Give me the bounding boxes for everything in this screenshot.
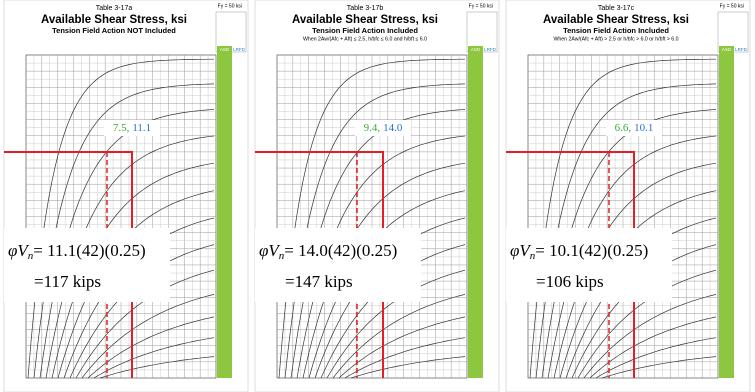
formula-lhs: φV xyxy=(510,241,532,260)
lrfd-value: 14.0 xyxy=(383,122,403,134)
asd-header: ASD xyxy=(220,47,230,52)
red-guide xyxy=(255,151,384,378)
formula-sub: n xyxy=(279,250,285,262)
table-condition: When 2Aw/(Afc + Aft) > 2.5 or h/bfc > 6.… xyxy=(553,36,678,42)
curve xyxy=(535,83,717,379)
curve xyxy=(344,337,466,379)
curve xyxy=(601,356,717,379)
curve xyxy=(338,316,466,379)
lrfd-header: LRFD xyxy=(233,47,246,52)
table-subtitle: Tension Field Action Included xyxy=(563,26,669,35)
curve xyxy=(559,190,717,379)
curve xyxy=(33,83,215,379)
table-number: Table 3-17c xyxy=(598,5,635,12)
table-subtitle: Tension Field Action Included xyxy=(312,26,418,35)
table-panel: Table 3-17c Available Shear Stress, ksiTe… xyxy=(505,0,751,392)
lrfd-header: LRFD xyxy=(735,47,748,52)
red-guide xyxy=(506,151,635,378)
header-box xyxy=(215,11,247,53)
table-title: Available Shear Stress, ksi xyxy=(543,14,689,26)
table-title: Available Shear Stress, ksi xyxy=(292,14,438,26)
formula-result: =147 kips xyxy=(285,272,353,291)
asd-value: 9.4, xyxy=(364,122,381,134)
formula-box xyxy=(255,228,421,302)
asd-column xyxy=(719,46,734,378)
annotation: 6.6, 10.1 xyxy=(615,122,654,134)
annotation: 9.4, 14.0 xyxy=(364,122,403,134)
asd-header: ASD xyxy=(471,47,481,52)
curve xyxy=(350,356,466,379)
lrfd-value: 10.1 xyxy=(634,122,653,134)
table-condition: When 2Aw/(Afc + Aft) ≤ 2.5, h/bfc ≤ 6.0 … xyxy=(303,36,427,42)
lrfd-header: LRFD xyxy=(484,47,497,52)
asd-header: ASD xyxy=(722,47,732,52)
curve xyxy=(595,337,717,379)
annotation: 7.5, 11.1 xyxy=(113,122,151,134)
curve xyxy=(57,190,215,379)
table-number: Table 3-17b xyxy=(347,5,384,12)
curve xyxy=(99,356,215,379)
formula-rhs: = 14.0(42)(0.25) xyxy=(284,241,397,260)
formula-sub: n xyxy=(28,250,34,262)
formula: φVn= 11.1(42)(0.25) xyxy=(8,241,146,262)
lrfd-value: 11.1 xyxy=(132,122,151,134)
table-title: Available Shear Stress, ksi xyxy=(41,14,187,26)
formula-rhs: = 11.1(42)(0.25) xyxy=(33,241,145,260)
asd-column xyxy=(217,46,232,378)
formula-box xyxy=(506,228,672,302)
table-number: Table 3-17a xyxy=(96,5,133,12)
curve xyxy=(583,294,717,379)
formula-rhs: = 10.1(42)(0.25) xyxy=(535,241,648,260)
asd-value: 7.5, xyxy=(113,122,130,134)
formula-box xyxy=(4,228,170,302)
red-guide xyxy=(4,151,133,378)
curve xyxy=(332,294,466,379)
curve xyxy=(81,294,215,379)
curve xyxy=(308,190,466,379)
curve xyxy=(87,316,215,379)
curve xyxy=(93,337,215,379)
table-panel: Table 3-17a Available Shear Stress, ksiTe… xyxy=(3,0,249,392)
annotation-bg xyxy=(355,120,411,136)
header-box xyxy=(466,11,498,53)
formula-result: =117 kips xyxy=(34,272,101,291)
curve xyxy=(589,316,717,379)
formula-result: =106 kips xyxy=(536,272,604,291)
formula: φVn= 10.1(42)(0.25) xyxy=(510,241,648,262)
annotation-bg xyxy=(104,120,160,136)
yield-stress: Fy = 50 ksi xyxy=(218,3,242,9)
annotation-bg xyxy=(606,120,662,136)
yield-stress: Fy = 50 ksi xyxy=(720,3,744,9)
curve xyxy=(284,83,466,379)
table-panel: Table 3-17b Available Shear Stress, ksiTe… xyxy=(254,0,500,392)
formula: φVn= 14.0(42)(0.25) xyxy=(259,241,397,262)
asd-column xyxy=(468,46,483,378)
table-subtitle: Tension Field Action NOT Included xyxy=(52,26,176,35)
formula-sub: n xyxy=(530,250,536,262)
formula-lhs: φV xyxy=(8,241,30,260)
yield-stress: Fy = 50 ksi xyxy=(469,3,493,9)
asd-value: 6.6, xyxy=(615,122,632,134)
formula-lhs: φV xyxy=(259,241,281,260)
